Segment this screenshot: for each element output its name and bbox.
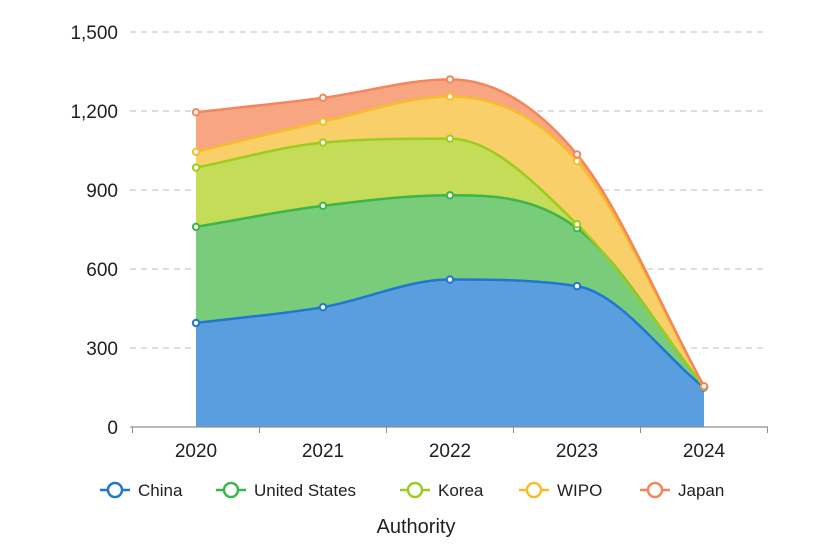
point-japan-2022[interactable]: [447, 76, 453, 82]
x-tick-label: 2022: [429, 441, 471, 462]
legend-swatch-marker: [648, 483, 662, 497]
y-tick-label: 900: [86, 181, 118, 202]
point-korea-2022[interactable]: [447, 135, 453, 141]
legend-label: China: [138, 481, 183, 500]
y-tick-label: 600: [86, 260, 118, 281]
legend-swatch-marker: [224, 483, 238, 497]
point-china-2020[interactable]: [193, 320, 199, 326]
point-united-states-2021[interactable]: [320, 203, 326, 209]
series-areas: [196, 79, 704, 427]
chart-container: 0 300 600 900 1,200 1,500 2020 2021 2022 2023 2024…: [0, 0, 832, 558]
point-korea-2021[interactable]: [320, 139, 326, 145]
legend-swatch-marker: [527, 483, 541, 497]
legend[interactable]: China United States Korea WIPO Japan: [100, 481, 724, 500]
legend-item-wipo[interactable]: WIPO: [519, 481, 602, 500]
legend-item-china[interactable]: China: [100, 481, 183, 500]
x-tick-label: 2024: [683, 441, 726, 462]
x-axis-title: Authority: [377, 516, 456, 538]
point-united-states-2022[interactable]: [447, 192, 453, 198]
stacked-area-chart: 0 300 600 900 1,200 1,500 2020 2021 2022 2023 2024…: [0, 0, 832, 558]
legend-swatch-marker: [408, 483, 422, 497]
legend-item-united-states[interactable]: United States: [216, 481, 356, 500]
legend-label: United States: [254, 481, 356, 500]
x-tick-label: 2021: [302, 441, 344, 462]
y-tick-label: 0: [107, 418, 118, 439]
point-korea-2023[interactable]: [574, 221, 580, 227]
point-wipo-2022[interactable]: [447, 93, 453, 99]
point-china-2021[interactable]: [320, 304, 326, 310]
point-wipo-2023[interactable]: [574, 158, 580, 164]
point-japan-2023[interactable]: [574, 151, 580, 157]
point-japan-2024[interactable]: [701, 383, 707, 389]
legend-label: Japan: [678, 481, 724, 500]
point-korea-2020[interactable]: [193, 164, 199, 170]
point-wipo-2020[interactable]: [193, 149, 199, 155]
point-wipo-2021[interactable]: [320, 118, 326, 124]
point-united-states-2020[interactable]: [193, 224, 199, 230]
legend-label: WIPO: [557, 481, 602, 500]
legend-item-japan[interactable]: Japan: [640, 481, 724, 500]
legend-label: Korea: [438, 481, 484, 500]
point-japan-2021[interactable]: [320, 95, 326, 101]
legend-item-korea[interactable]: Korea: [400, 481, 484, 500]
x-tick-label: 2023: [556, 441, 598, 462]
x-tick-label: 2020: [175, 441, 217, 462]
legend-swatch-marker: [108, 483, 122, 497]
y-tick-label: 1,200: [70, 102, 118, 123]
y-tick-label: 300: [86, 339, 118, 360]
point-japan-2020[interactable]: [193, 109, 199, 115]
point-china-2023[interactable]: [574, 283, 580, 289]
y-tick-label: 1,500: [70, 23, 118, 44]
point-china-2022[interactable]: [447, 276, 453, 282]
